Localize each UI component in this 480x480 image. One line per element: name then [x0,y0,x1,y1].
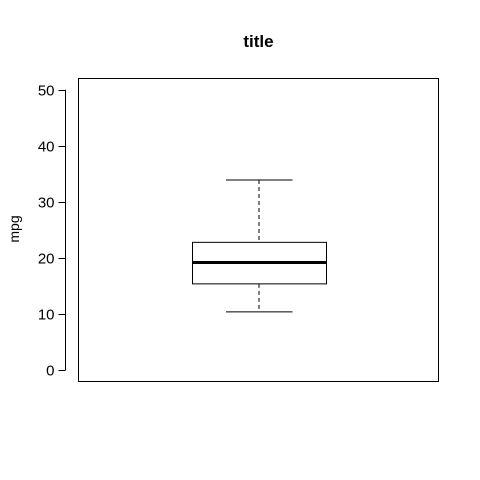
y-axis-label: mpg [6,215,22,242]
plot-frame [78,78,439,382]
chart-title: title [243,32,273,51]
y-tick-label: 0 [46,363,54,380]
y-tick-label: 10 [38,307,55,324]
boxplot [192,179,327,313]
y-axis: 0 10 20 30 40 50 [38,83,66,380]
y-tick-label: 50 [38,83,55,100]
y-tick-label: 40 [38,139,55,156]
y-tick-label: 30 [38,195,55,212]
y-tick-label: 20 [38,251,55,268]
